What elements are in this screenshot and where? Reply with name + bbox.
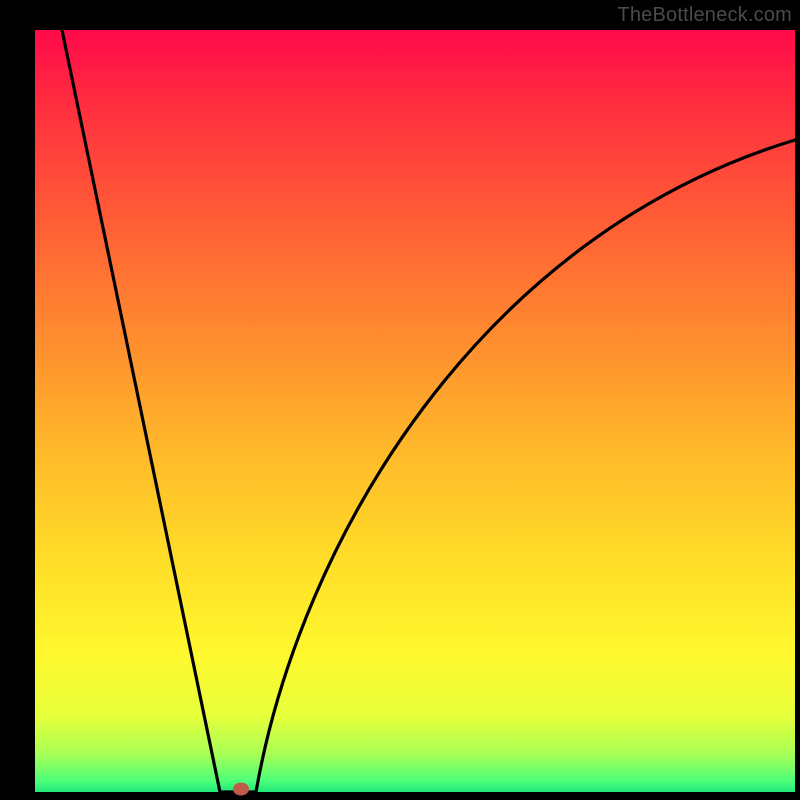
- watermark-text: TheBottleneck.com: [617, 4, 792, 27]
- chart-container: TheBottleneck.com: [0, 0, 800, 800]
- plot-gradient-area: [35, 30, 795, 792]
